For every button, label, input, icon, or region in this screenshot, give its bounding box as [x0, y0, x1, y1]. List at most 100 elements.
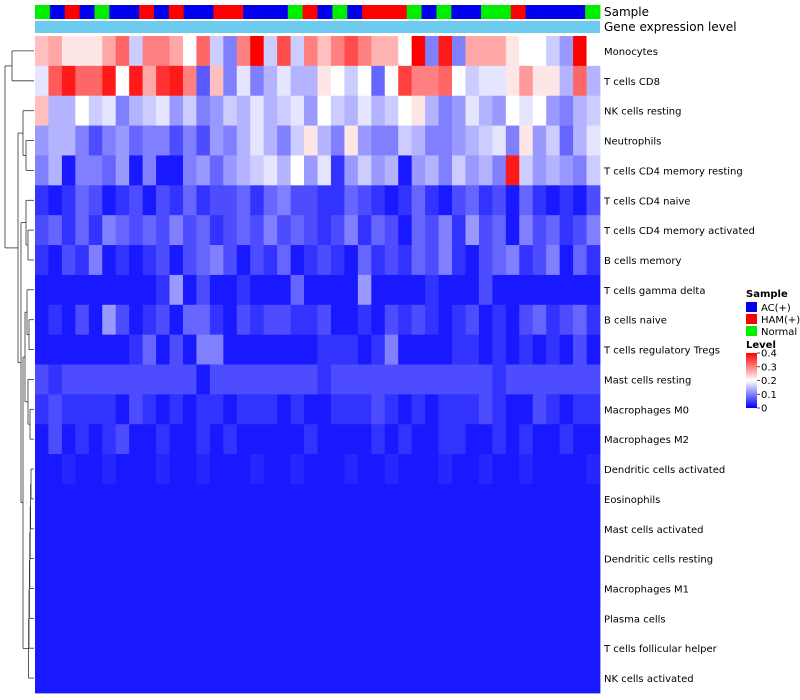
heatmap-cell — [519, 573, 534, 604]
heatmap-cell — [384, 633, 399, 664]
heatmap-cell — [290, 95, 305, 126]
heatmap-cell — [48, 95, 63, 126]
heatmap-cell — [438, 543, 453, 574]
heatmap-cell — [357, 36, 372, 67]
heatmap-cell — [88, 95, 103, 126]
heatmap-cell — [88, 274, 103, 306]
heatmap-cell — [586, 663, 601, 694]
heatmap-cell — [48, 633, 63, 664]
heatmap-cell — [505, 394, 520, 425]
heatmap-cell — [344, 633, 359, 664]
sample-annotation-cell — [391, 5, 408, 19]
heatmap-cell — [344, 125, 359, 156]
heatmap-cell — [465, 65, 480, 97]
heatmap-cell — [48, 125, 63, 156]
heatmap-cell — [478, 65, 493, 97]
heatmap-cell — [277, 364, 291, 395]
heatmap-cell — [182, 603, 197, 634]
heatmap-cell — [317, 185, 332, 216]
heatmap-cell — [425, 334, 439, 365]
heatmap-cell — [398, 95, 413, 126]
heatmap-cell — [142, 155, 157, 186]
heatmap-cell — [452, 274, 466, 306]
heatmap-cell — [371, 513, 386, 545]
heatmap-cell — [519, 364, 534, 395]
heatmap-cell — [371, 95, 386, 126]
heatmap-cell — [317, 663, 332, 694]
heatmap-cell — [492, 424, 507, 455]
heatmap-cell — [102, 603, 117, 634]
heatmap-cell — [452, 573, 466, 604]
heatmap-cell — [223, 304, 238, 336]
heatmap-cell — [129, 603, 144, 634]
heatmap-cell — [586, 125, 601, 156]
heatmap-cell — [452, 36, 466, 67]
heatmap-cell — [398, 364, 413, 395]
heatmap-cell — [61, 215, 76, 246]
legend: Sample AC(+)HAM(+)Normal Level 0.4 0.3 0.2… — [746, 289, 800, 415]
heatmap-cell — [559, 304, 574, 336]
legend-group-label: HAM(+) — [761, 315, 800, 326]
heatmap-cell — [277, 125, 291, 156]
sample-annotation-cell — [287, 5, 304, 19]
heatmap-cell — [505, 334, 520, 365]
heatmap-cell — [425, 394, 439, 425]
heatmap-cell — [425, 274, 439, 306]
heatmap-cell — [48, 394, 63, 425]
heatmap-cell — [344, 663, 359, 694]
heatmap-cell — [196, 36, 211, 67]
heatmap-cell — [263, 573, 278, 604]
heatmap-cell — [35, 603, 49, 634]
heatmap-cell — [102, 454, 117, 485]
heatmap-cell — [438, 454, 453, 485]
heatmap-cell — [35, 274, 49, 306]
heatmap-cell — [559, 454, 574, 485]
heatmap-cell — [344, 543, 359, 574]
heatmap-cell — [236, 513, 251, 545]
heatmap-cell — [438, 36, 453, 67]
heatmap-cell — [35, 483, 49, 515]
heatmap-cell — [317, 513, 332, 545]
heatmap-cell — [35, 424, 49, 455]
heatmap-cell — [519, 36, 534, 67]
heatmap-cell — [236, 274, 251, 306]
heatmap-cell — [384, 185, 399, 216]
heatmap-cell — [438, 394, 453, 425]
legend-group-label: AC(+) — [761, 303, 791, 314]
heatmap-cell — [35, 573, 49, 604]
heatmap-cell — [75, 483, 90, 515]
heatmap-cell — [546, 215, 561, 246]
heatmap-cell — [478, 95, 493, 126]
heatmap-cell — [398, 245, 413, 276]
heatmap-cell — [438, 663, 453, 694]
heatmap-cell — [559, 513, 574, 545]
heatmap-cell — [102, 633, 117, 664]
heatmap-cell — [330, 633, 345, 664]
heatmap-cell — [209, 65, 224, 97]
heatmap-cell — [88, 125, 103, 156]
heatmap-cell — [304, 424, 318, 455]
heatmap-cell — [492, 513, 507, 545]
heatmap-cell — [182, 95, 197, 126]
heatmap-cell — [465, 424, 480, 455]
heatmap-cell — [384, 424, 399, 455]
heatmap-cell — [223, 155, 238, 186]
heatmap-cell — [452, 125, 466, 156]
heatmap-cell — [115, 394, 130, 425]
heatmap-cell — [236, 454, 251, 485]
heatmap-cell — [546, 364, 561, 395]
heatmap-cell — [75, 573, 90, 604]
heatmap-cell — [384, 155, 399, 186]
heatmap-cell — [263, 424, 278, 455]
heatmap-cell — [182, 185, 197, 216]
heatmap-cell — [250, 364, 265, 395]
heatmap-cell — [277, 304, 291, 336]
heatmap-cell — [384, 65, 399, 97]
sample-annotation-cell — [570, 5, 586, 19]
heatmap-cell — [546, 454, 561, 485]
heatmap-cell — [115, 603, 130, 634]
heatmap-cell — [330, 334, 345, 365]
heatmap-cell — [519, 274, 534, 306]
heatmap-cell — [277, 155, 291, 186]
heatmap-cell — [142, 125, 157, 156]
